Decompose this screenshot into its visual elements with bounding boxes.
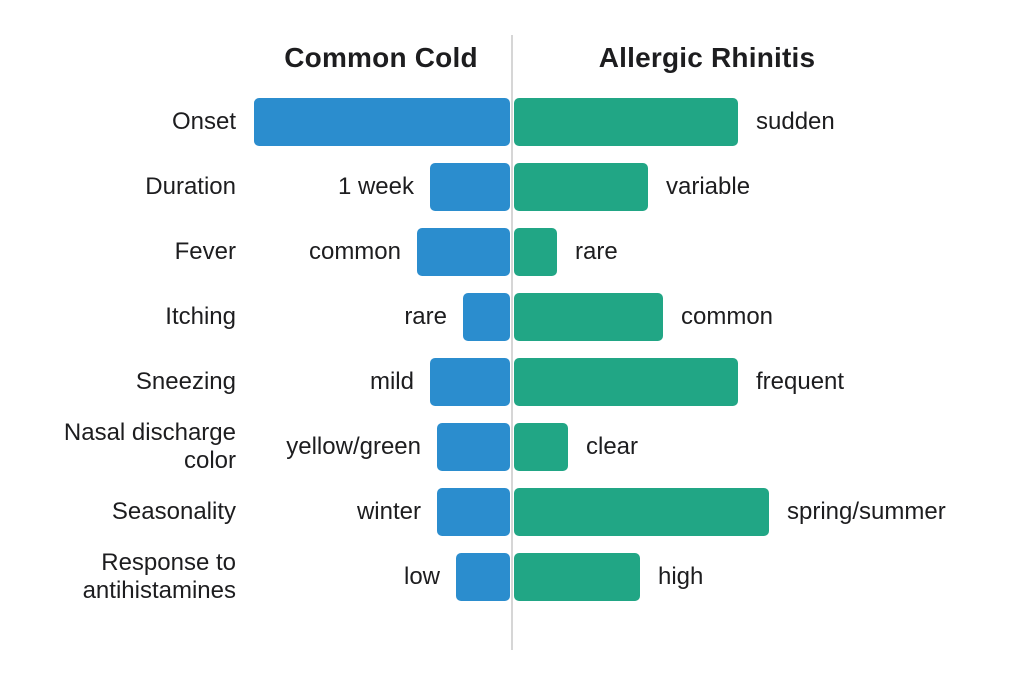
category-label: Nasal discharge color: [63, 418, 236, 474]
right-value-label: spring/summer: [787, 498, 946, 525]
allergic-rhinitis-bar: [514, 163, 648, 211]
chart-row: Duration 1 week variable: [0, 163, 1024, 211]
right-value-label: sudden: [756, 108, 835, 135]
right-value-label: rare: [575, 238, 618, 265]
center-divider-line: [511, 35, 513, 650]
allergic-rhinitis-bar: [514, 553, 640, 601]
category-label: Duration: [145, 172, 236, 200]
left-value-label: low: [403, 563, 440, 590]
left-value-label: mild: [369, 368, 414, 395]
chart-row: Response to antihistamines low high: [0, 548, 1024, 604]
right-value-label: clear: [586, 433, 639, 460]
category-label: Sneezing: [135, 367, 236, 395]
allergic-rhinitis-bar: [514, 293, 663, 341]
left-value-label: common: [308, 238, 401, 265]
left-value-label: rare: [404, 303, 447, 330]
category-label: Seasonality: [111, 497, 236, 525]
chart-row: Sneezing mild frequent: [0, 358, 1024, 406]
left-value-label: winter: [356, 498, 421, 525]
allergic-rhinitis-bar: [514, 98, 738, 146]
common-cold-bar: [463, 293, 510, 341]
common-cold-bar: [254, 98, 510, 146]
allergic-rhinitis-bar: [514, 358, 738, 406]
left-value-label: yellow/green: [286, 433, 421, 460]
common-cold-bar: [437, 488, 510, 536]
category-label: Itching: [165, 302, 236, 330]
chart-row: Fever common rare: [0, 228, 1024, 276]
common-cold-bar: [456, 553, 510, 601]
common-cold-bar: [437, 423, 510, 471]
common-cold-bar: [430, 358, 510, 406]
right-value-label: common: [681, 303, 774, 330]
column-header-common-cold: Common Cold: [284, 42, 478, 73]
column-header-allergic-rhinitis: Allergic Rhinitis: [598, 42, 816, 73]
chart-row: Itching rare common: [0, 293, 1024, 341]
right-value-label: high: [658, 563, 704, 590]
chart-row: Onset sudden: [0, 98, 1024, 146]
chart-row: Seasonality winter spring/summer: [0, 488, 1024, 536]
category-label: Fever: [174, 237, 236, 265]
allergic-rhinitis-bar: [514, 228, 557, 276]
right-value-label: variable: [666, 173, 751, 200]
left-value-label: 1 week: [337, 173, 414, 200]
category-label: Onset: [171, 107, 236, 135]
category-label: Response to antihistamines: [82, 548, 236, 604]
common-cold-bar: [417, 228, 510, 276]
allergic-rhinitis-bar: [514, 488, 769, 536]
right-value-label: frequent: [756, 368, 845, 395]
common-cold-bar: [430, 163, 510, 211]
chart-row: Nasal discharge color yellow/green clear: [0, 418, 1024, 474]
allergic-rhinitis-bar: [514, 423, 568, 471]
